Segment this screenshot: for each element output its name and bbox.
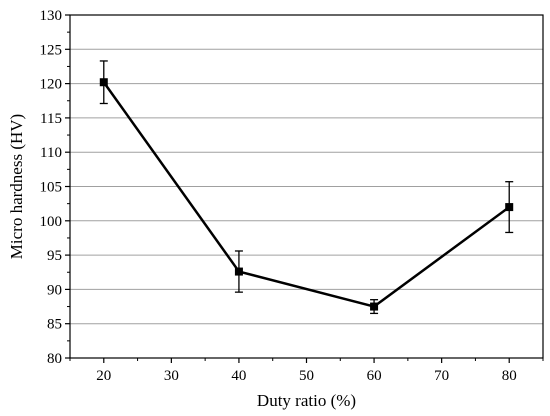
y-tick-label: 95 bbox=[47, 248, 62, 264]
y-tick-label: 115 bbox=[40, 111, 62, 127]
data-point bbox=[505, 203, 514, 212]
grid-lines bbox=[70, 48, 543, 325]
x-tick-label: 20 bbox=[96, 368, 111, 384]
y-tick-label: 120 bbox=[40, 77, 63, 93]
y-tick-label: 90 bbox=[47, 282, 62, 298]
data-series bbox=[99, 60, 514, 315]
x-tick-label: 50 bbox=[299, 368, 314, 384]
data-point bbox=[234, 267, 243, 276]
series-line bbox=[102, 81, 510, 308]
y-axis-title: Micro hardness (HV) bbox=[7, 114, 26, 259]
y-tick-label: 125 bbox=[40, 42, 63, 58]
x-tick-label: 60 bbox=[367, 368, 382, 384]
y-tick-label: 130 bbox=[40, 8, 63, 24]
axes: 80 85 90 95 100 105 110 115 120 125 130 20 30 40 50 60 7… bbox=[40, 8, 544, 384]
y-tick-label: 85 bbox=[47, 317, 62, 333]
x-axis-title: Duty ratio (%) bbox=[257, 391, 356, 410]
y-tick-label: 80 bbox=[47, 351, 62, 367]
data-point bbox=[99, 78, 108, 87]
y-tick-label: 110 bbox=[40, 145, 62, 161]
x-tick-label: 30 bbox=[164, 368, 179, 384]
y-tick-label: 100 bbox=[40, 214, 63, 230]
x-tick-label: 40 bbox=[231, 368, 246, 384]
x-tick-label: 70 bbox=[434, 368, 449, 384]
y-tick-label: 105 bbox=[40, 180, 63, 196]
data-point bbox=[370, 302, 379, 311]
x-tick-label: 80 bbox=[502, 368, 517, 384]
